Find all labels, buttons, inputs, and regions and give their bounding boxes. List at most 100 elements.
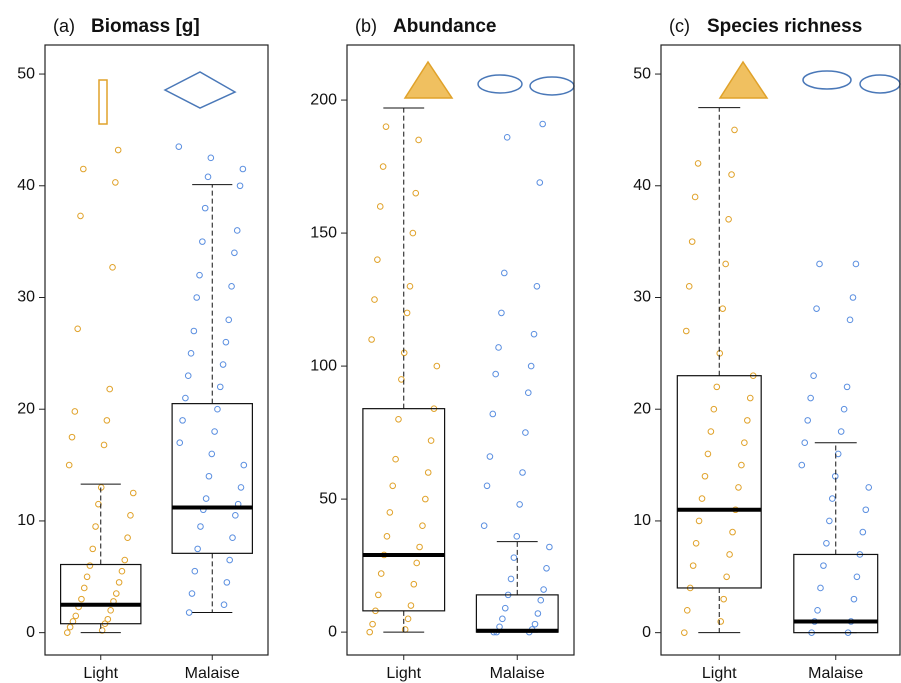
data-point [80, 165, 87, 173]
data-point [236, 182, 244, 190]
data-point [499, 615, 506, 623]
data-point [704, 450, 712, 458]
data-point [129, 489, 137, 497]
data-point [239, 165, 247, 173]
plot-frame [44, 44, 269, 656]
data-point [720, 595, 727, 603]
data-point [118, 567, 126, 575]
data-point [424, 469, 432, 476]
data-point [495, 344, 502, 351]
data-point [401, 626, 409, 633]
data-point [176, 439, 184, 447]
data-point [492, 370, 499, 378]
data-point [184, 372, 192, 379]
y-tick-label: 0 [328, 623, 337, 640]
data-point [197, 523, 204, 530]
data-point [368, 336, 375, 343]
data-point [64, 629, 71, 636]
data-point [798, 461, 806, 469]
data-point [205, 472, 213, 480]
data-point [707, 428, 715, 435]
data-point [220, 601, 228, 609]
y-tick-label: 50 [633, 65, 651, 82]
data-point [375, 591, 382, 599]
data-point [480, 522, 488, 530]
data-point [744, 417, 751, 424]
data-point [229, 534, 236, 541]
data-point [225, 316, 233, 324]
x-tick-label: Light [386, 665, 421, 682]
data-point [404, 615, 412, 623]
y-tick-label: 50 [319, 490, 337, 507]
y-tick-label: 10 [17, 512, 35, 529]
data-point [483, 482, 491, 490]
data-point [80, 584, 88, 592]
data-point [214, 405, 221, 413]
data-point [713, 383, 721, 391]
data-point [725, 215, 732, 223]
data-point [231, 249, 238, 257]
data-point [386, 509, 394, 516]
data-point [731, 126, 738, 134]
data-point [689, 562, 697, 569]
data-point [862, 506, 870, 514]
box [475, 594, 559, 633]
data-point [193, 294, 201, 301]
data-point [814, 607, 821, 614]
data-point [100, 441, 108, 449]
data-point [222, 338, 230, 346]
data-point [72, 612, 80, 620]
moth-icon [718, 60, 769, 99]
data-point [179, 417, 186, 424]
data-point [199, 238, 206, 245]
data-point [698, 495, 706, 502]
data-point [503, 134, 511, 141]
box [362, 408, 446, 612]
data-point [204, 173, 212, 181]
data-point [531, 620, 539, 628]
data-point [379, 163, 387, 170]
data-point [202, 495, 210, 502]
data-point [726, 551, 733, 558]
moth-icon [403, 60, 454, 99]
data-point [741, 439, 748, 447]
x-tick-label: Malaise [490, 665, 545, 682]
data-point [112, 179, 119, 186]
data-point [840, 405, 848, 413]
data-point [695, 517, 703, 525]
data-point [692, 539, 700, 547]
data-point [371, 296, 378, 303]
data-point [694, 160, 702, 167]
box [676, 375, 762, 589]
data-point [240, 461, 248, 469]
data-point [409, 229, 417, 237]
data-point [228, 283, 235, 290]
y-tick-label: 40 [633, 177, 651, 194]
icons [98, 60, 901, 125]
data-point [540, 586, 547, 593]
data-point [501, 269, 508, 277]
y-tick-label: 30 [17, 289, 35, 306]
data-point [366, 628, 374, 636]
data-point [211, 428, 218, 435]
data-point [820, 562, 827, 569]
panel-title: Abundance [393, 16, 496, 37]
data-point [516, 501, 523, 508]
data-point [849, 294, 857, 301]
data-point [498, 309, 505, 317]
data-point [813, 305, 820, 312]
data-point [182, 394, 189, 402]
data-point [536, 179, 544, 186]
data-point [816, 260, 823, 268]
data-point [403, 309, 411, 317]
y-tick-label: 20 [633, 400, 651, 417]
box [171, 403, 253, 554]
box [60, 563, 142, 625]
data-point [843, 383, 851, 391]
data-point [226, 556, 233, 564]
data-point [416, 543, 423, 551]
data-point [219, 361, 227, 368]
data-point [735, 484, 742, 491]
bee-icon [529, 76, 575, 96]
